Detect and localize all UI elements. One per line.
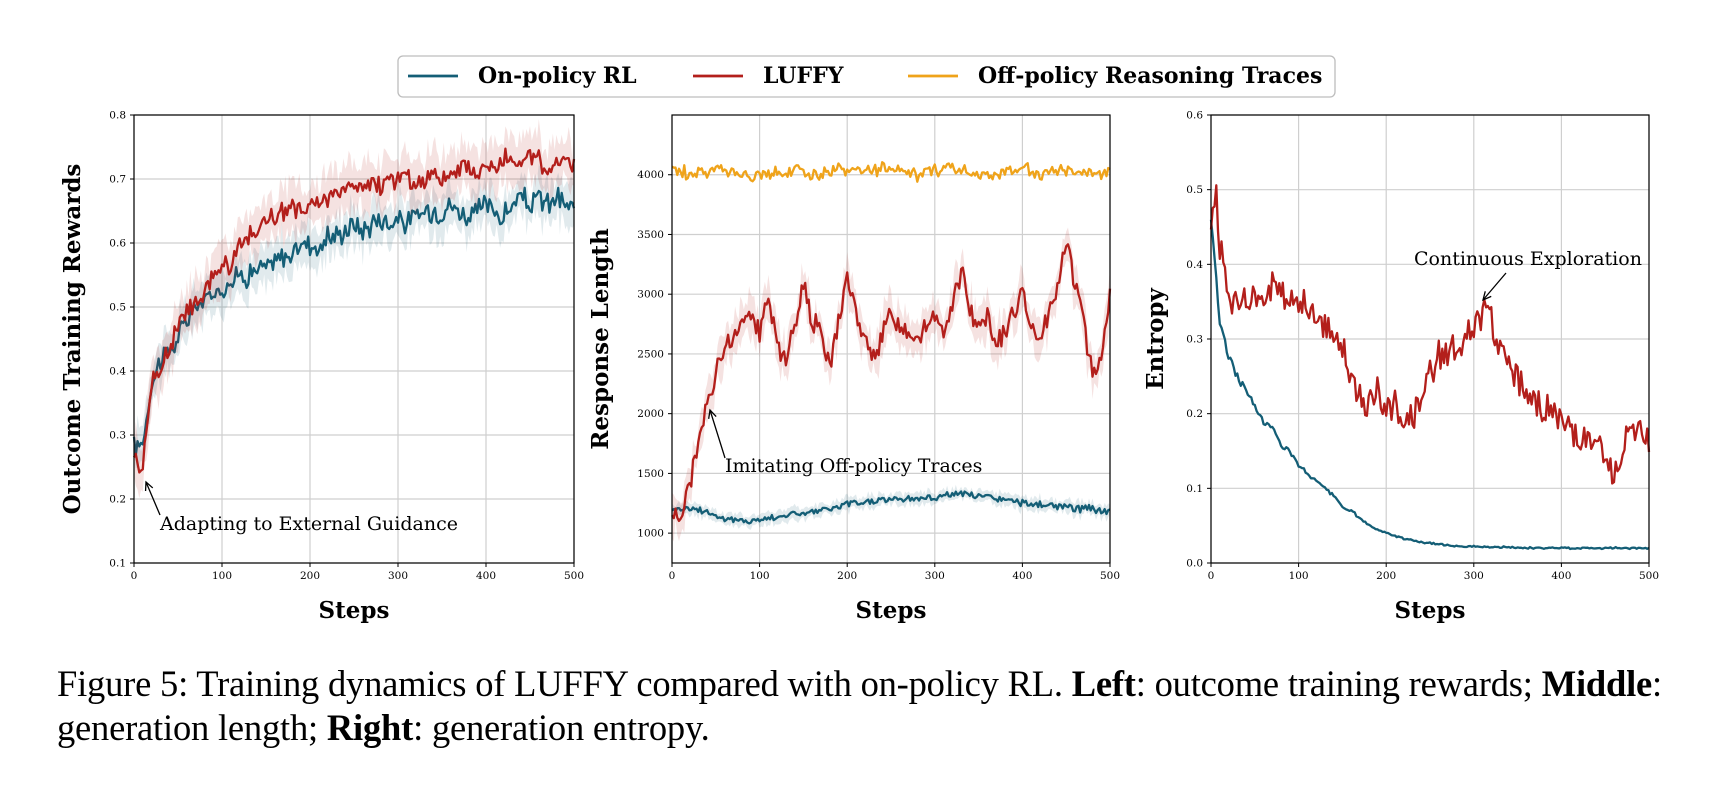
caption-middle-label: Middle — [1541, 663, 1653, 704]
x-tick-label: 0 — [1208, 570, 1215, 582]
x-tick-label: 300 — [925, 570, 945, 582]
axes-frame — [671, 114, 1111, 564]
y-tick-label: 2000 — [637, 408, 664, 420]
series-line-luffy — [1209, 184, 1651, 485]
y-axis-label: Response Length — [587, 228, 614, 450]
y-tick-label: 4000 — [637, 169, 664, 181]
annotation-arrowhead — [708, 408, 717, 419]
chart-panel-3: 0 100 200 300 400 500 0.0 0.1 0.2 0.3 0.4 0.5 0.6 Ste… — [1142, 110, 1659, 625]
confidence-band-luffy — [134, 119, 574, 499]
confidence-band-on-policy-rl — [672, 484, 1110, 530]
y-tick-label: 3500 — [637, 229, 664, 241]
x-tick-label: 400 — [476, 570, 496, 582]
chart-panel-2: 0 100 200 300 400 500 1000 1500 2000 2500 3000 3500… — [587, 114, 1120, 624]
chart-panel-1: 0 100 200 300 400 500 0.1 0.2 0.3 0.4 0.5 0.6 0.7 0.8… — [59, 110, 584, 625]
annotation-text: Continuous Exploration — [1414, 248, 1642, 270]
y-tick-label: 0.6 — [1186, 110, 1203, 122]
x-tick-label: 500 — [1639, 570, 1659, 582]
y-tick-label: 0.6 — [109, 238, 126, 250]
y-tick-label: 2500 — [637, 348, 664, 360]
x-tick-label: 100 — [212, 570, 232, 582]
y-tick-label: 0.4 — [1186, 259, 1203, 271]
y-tick-label: 0.1 — [1186, 483, 1203, 495]
annotation-text: Imitating Off-policy Traces — [725, 455, 982, 477]
x-axis-label: Steps — [1395, 597, 1466, 624]
y-tick-label: 3000 — [637, 289, 664, 301]
confidence-band-luffy — [672, 227, 1110, 542]
series-line-on-policy-rl — [1209, 219, 1650, 551]
series-line-luffy — [671, 243, 1112, 523]
annotation-text: Adapting to External Guidance — [159, 513, 458, 535]
y-tick-label: 0.5 — [109, 302, 126, 314]
legend-item-3: Off-policy Reasoning Traces — [908, 63, 1322, 89]
x-tick-label: 100 — [750, 570, 770, 582]
annotation-arrow — [1482, 272, 1507, 301]
caption-right-label: Right — [326, 707, 414, 748]
caption-left-text: : outcome training rewards; — [1135, 663, 1533, 704]
y-axis-label: Entropy — [1142, 287, 1169, 389]
annotation-arrowhead — [144, 480, 154, 492]
legend-item-2: LUFFY — [693, 63, 844, 89]
figure-svg: 0 100 200 300 400 500 0.1 0.2 0.3 0.4 0.5 0.6 0.7 0.8… — [59, 55, 1659, 625]
axes-frame — [133, 114, 575, 564]
caption-prefix: Figure 5: Training dynamics of LUFFY com… — [57, 663, 1063, 704]
x-tick-label: 400 — [1551, 570, 1571, 582]
x-tick-label: 500 — [1100, 570, 1120, 582]
legend-label: Off-policy Reasoning Traces — [978, 63, 1322, 89]
caption-middle-text: : generation length; — [57, 663, 1662, 748]
x-tick-label: 500 — [564, 570, 584, 582]
y-tick-label: 0.3 — [109, 430, 126, 442]
y-tick-label: 0.2 — [109, 494, 126, 506]
y-tick-label: 0.5 — [1186, 184, 1203, 196]
caption-right-text: : generation entropy. — [413, 707, 710, 748]
legend-box — [397, 55, 1336, 98]
annotation-arrow — [145, 481, 161, 516]
y-tick-label: 1500 — [637, 468, 664, 480]
series-line-luffy — [132, 147, 576, 474]
caption-left-label: Left — [1071, 663, 1136, 704]
y-tick-label: 0.3 — [1186, 334, 1203, 346]
y-tick-label: 0.4 — [109, 366, 126, 378]
y-axis-label: Outcome Training Rewards — [59, 164, 86, 515]
y-tick-label: 0.7 — [109, 174, 126, 186]
x-tick-label: 200 — [837, 570, 857, 582]
figure-caption: Figure 5: Training dynamics of LUFFY com… — [57, 662, 1677, 750]
x-tick-label: 200 — [1376, 570, 1396, 582]
x-tick-label: 300 — [388, 570, 408, 582]
series-line-off-policy-reasoning-traces — [671, 161, 1111, 183]
y-tick-label: 1000 — [637, 528, 664, 540]
y-tick-label: 0.8 — [109, 110, 126, 122]
annotation-arrowhead — [1482, 291, 1492, 302]
x-axis-label: Steps — [856, 597, 927, 624]
x-tick-label: 300 — [1464, 570, 1484, 582]
x-axis-label: Steps — [319, 597, 390, 624]
y-tick-label: 0.2 — [1186, 408, 1203, 420]
y-tick-label: 0.1 — [109, 558, 126, 570]
legend-label: On-policy RL — [478, 63, 637, 89]
annotation-arrow — [709, 409, 726, 459]
x-tick-label: 200 — [300, 570, 320, 582]
legend-item-1: On-policy RL — [408, 63, 637, 89]
series-line-on-policy-rl — [132, 186, 576, 457]
y-tick-label: 0.0 — [1186, 558, 1203, 570]
legend-label: LUFFY — [763, 63, 844, 89]
x-tick-label: 0 — [131, 570, 138, 582]
series-line-on-policy-rl — [671, 490, 1111, 525]
x-tick-label: 0 — [669, 570, 676, 582]
x-tick-label: 400 — [1012, 570, 1032, 582]
x-tick-label: 100 — [1289, 570, 1309, 582]
legend: On-policy RL LUFFY Off-policy Reasoning Tr… — [397, 55, 1336, 98]
